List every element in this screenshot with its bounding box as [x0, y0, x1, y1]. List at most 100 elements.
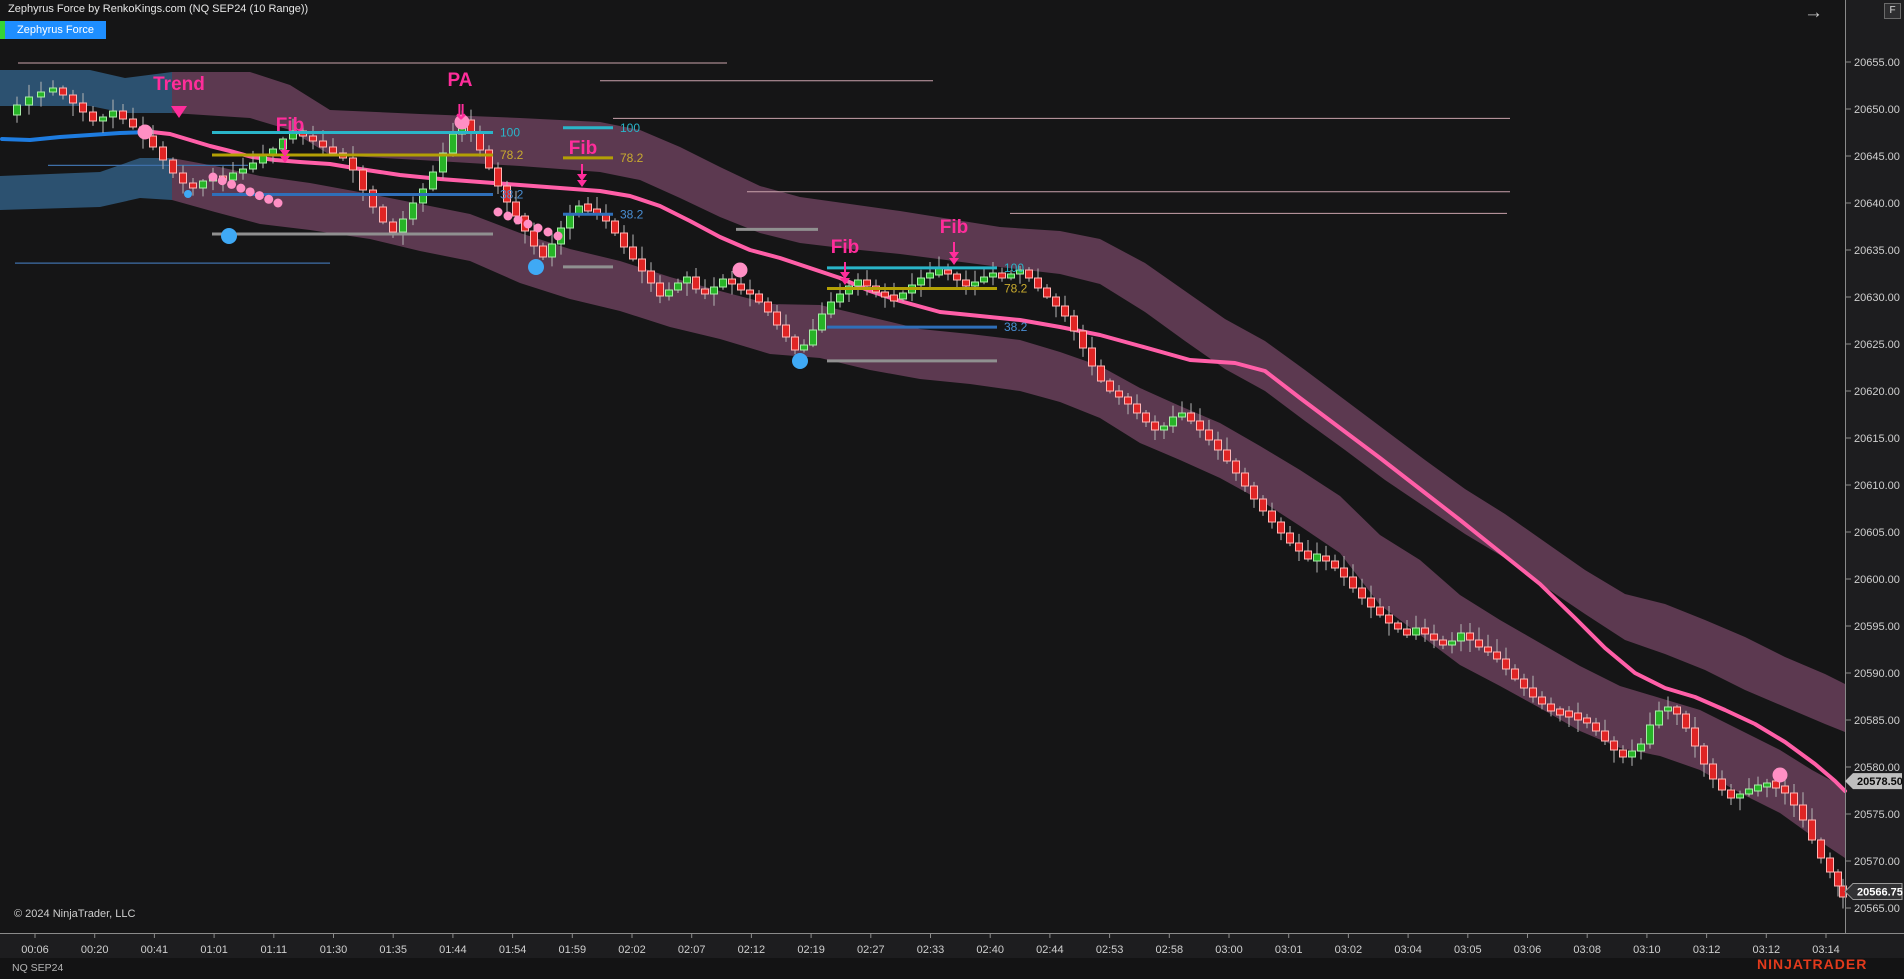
candle-down — [1088, 347, 1096, 367]
price-axis[interactable]: 20655.00 20650.00 20645.00 20640.00 20635.00… — [1845, 0, 1900, 933]
svg-text:20566.75: 20566.75 — [1857, 887, 1903, 899]
ninjatrader-watermark: NINJATRADER — [1757, 956, 1868, 972]
candle-down — [89, 111, 97, 122]
candle-up — [827, 301, 835, 315]
tab-accent-strip — [0, 21, 5, 39]
fib-arrow-head — [577, 174, 587, 181]
svg-text:02:58: 02:58 — [1156, 944, 1184, 956]
candle-down — [1223, 449, 1231, 462]
candle-down — [1367, 597, 1375, 608]
candle-down — [1196, 420, 1204, 431]
candle-down — [1718, 778, 1726, 791]
candle-down — [1601, 730, 1609, 742]
candle-up — [683, 276, 691, 284]
candle-down — [1079, 330, 1087, 349]
candle-up — [674, 282, 682, 291]
candle-down — [1484, 646, 1492, 653]
candle-down — [349, 157, 357, 171]
candle-down — [1475, 639, 1483, 648]
candle-down — [1439, 639, 1447, 646]
svg-text:20565.00: 20565.00 — [1854, 903, 1900, 915]
candle-down — [149, 135, 157, 148]
candle-down — [369, 189, 377, 208]
pink-dot — [245, 187, 255, 197]
expand-arrow-icon[interactable]: → — [1804, 2, 1823, 23]
candle-down — [1115, 390, 1123, 398]
svg-text:01:30: 01:30 — [320, 944, 348, 956]
svg-text:00:06: 00:06 — [21, 944, 49, 956]
svg-text:Fib: Fib — [831, 237, 860, 258]
candle-down — [782, 324, 790, 338]
candle-down — [1205, 429, 1213, 441]
svg-text:02:53: 02:53 — [1096, 944, 1124, 956]
candle-up — [836, 293, 844, 303]
svg-text:02:02: 02:02 — [618, 944, 646, 956]
candle-down — [503, 185, 511, 203]
candle-down — [944, 269, 952, 275]
candle-up — [1628, 750, 1636, 758]
candle-up — [1763, 782, 1771, 788]
candle-down — [309, 135, 317, 142]
candle-down — [1826, 857, 1834, 873]
candle-up — [429, 171, 437, 190]
price-markers: 20578.50 20566.75 — [1844, 773, 1903, 901]
svg-text:20630.00: 20630.00 — [1854, 292, 1900, 304]
candle-up — [1412, 627, 1420, 636]
candle-down — [179, 172, 187, 184]
candle-up — [1754, 784, 1762, 792]
candle-down — [584, 203, 592, 212]
pink-dot — [254, 191, 264, 201]
candle-down — [1727, 789, 1735, 799]
tab-zephyrus-force[interactable]: Zephyrus Force — [0, 21, 107, 39]
candle-down — [1691, 727, 1699, 747]
candle-down — [611, 220, 619, 234]
upper-band-blue — [0, 70, 172, 113]
candle-down — [998, 272, 1006, 279]
candle-down — [69, 94, 77, 104]
time-axis[interactable]: 00:06 00:20 00:41 01:01 01:11 01:30 01:35 01:44… — [0, 933, 1904, 956]
fib-arrow-stem — [844, 262, 846, 273]
svg-text:20645.00: 20645.00 — [1854, 151, 1900, 163]
candle-up — [399, 218, 407, 233]
candle-up — [1457, 632, 1465, 642]
candle-down — [1331, 560, 1339, 569]
candle-down — [701, 288, 709, 295]
svg-text:20575.00: 20575.00 — [1854, 809, 1900, 821]
pink-dot — [523, 219, 533, 229]
features-button[interactable]: F — [1884, 3, 1901, 19]
tab-label: Zephyrus Force — [5, 21, 107, 39]
candle-down — [1295, 542, 1303, 552]
candle-down — [1106, 380, 1114, 392]
candle-down — [638, 258, 646, 272]
candle-down — [1403, 628, 1411, 636]
svg-text:20655.00: 20655.00 — [1854, 57, 1900, 69]
fib-arrow-head — [577, 180, 587, 187]
trend-arrow-down-icon — [171, 106, 187, 118]
candle-down — [1808, 819, 1816, 841]
fib-retracements: 100 78.2 38.2 100 78.2 38.2 100 78.2 38.2 — [212, 121, 1028, 363]
candle-down — [1187, 412, 1195, 422]
candle-up — [1178, 412, 1186, 418]
candle-down — [1358, 587, 1366, 599]
candle-up — [49, 87, 57, 93]
svg-text:02:12: 02:12 — [738, 944, 766, 956]
candle-up — [926, 272, 934, 279]
svg-text:78.2: 78.2 — [500, 148, 524, 162]
svg-text:20625.00: 20625.00 — [1854, 339, 1900, 351]
candle-up — [1016, 269, 1024, 275]
upper-band-purple — [172, 72, 1845, 732]
tab-instrument[interactable]: NQ SEP24 — [12, 962, 64, 974]
candle-up — [259, 155, 267, 164]
candle-down — [1268, 510, 1276, 523]
svg-text:20605.00: 20605.00 — [1854, 527, 1900, 539]
candle-down — [1214, 439, 1222, 451]
candle-down — [159, 146, 167, 161]
candle-up — [1664, 706, 1672, 712]
svg-text:01:59: 01:59 — [559, 944, 587, 956]
candle-down — [791, 336, 799, 351]
pink-dot — [513, 215, 523, 225]
candle-up — [917, 277, 925, 286]
candle-down — [1061, 305, 1069, 317]
copyright-text: © 2024 NinjaTrader, LLC — [14, 908, 136, 920]
